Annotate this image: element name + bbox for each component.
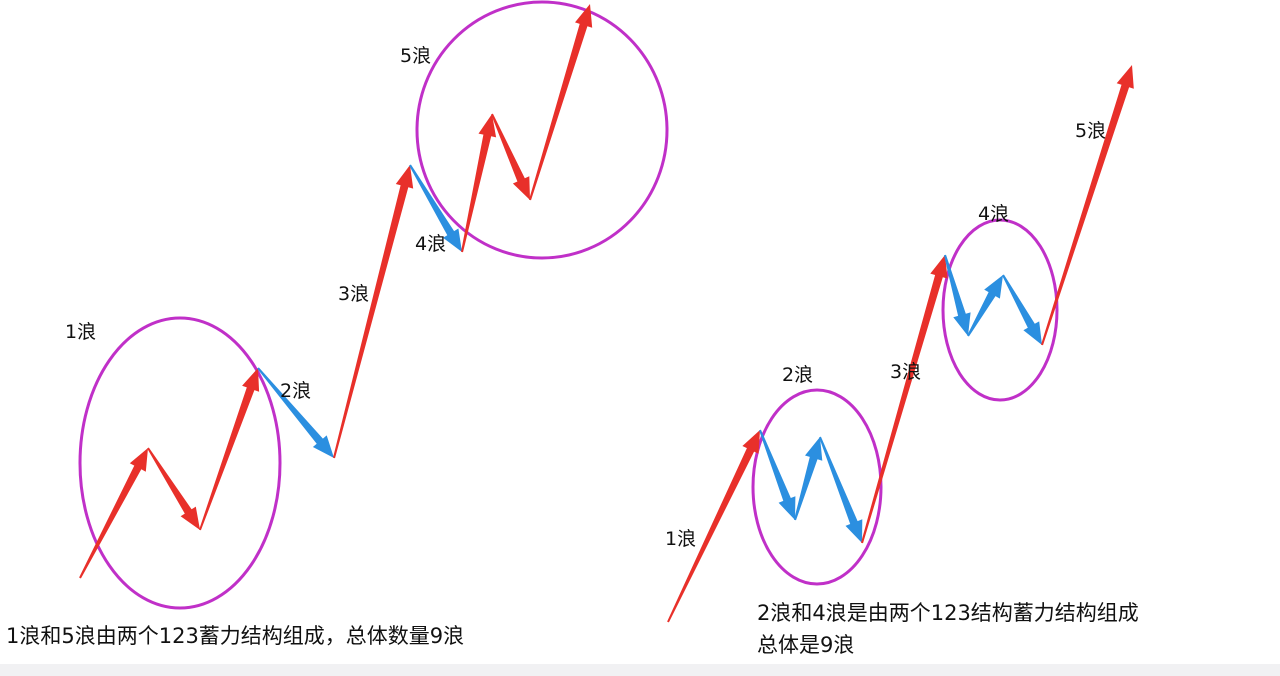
- bottom-strip: [0, 664, 1280, 676]
- right-wave-4-label: 4浪: [978, 203, 1010, 225]
- left-wave-4-label: 4浪: [415, 233, 447, 255]
- left-wave-arrow-1: [79, 448, 148, 579]
- right-wave-arrow-5: [861, 255, 948, 544]
- left-wave-arrow-6: [409, 164, 462, 252]
- right-wave-arrow-6: [944, 254, 971, 336]
- right-caption-line2: 总体是9浪: [757, 633, 855, 657]
- left-wave-arrow-4: [257, 367, 334, 458]
- right-wave-arrow-3: [794, 437, 823, 521]
- right-wave-5-label: 5浪: [1075, 120, 1107, 142]
- right-wave-4-circle: [941, 218, 1059, 402]
- right-wave-2-label: 2浪: [782, 364, 814, 386]
- left-wave-2-label: 2浪: [280, 380, 312, 402]
- right-wave-arrow-9: [1041, 65, 1134, 346]
- left-wave-1-circle: [78, 316, 282, 610]
- left-wave-5-label: 5浪: [400, 45, 432, 67]
- left-wave-1-label: 1浪: [65, 321, 97, 343]
- left-wave-3-label: 3浪: [338, 283, 370, 305]
- left-wave-arrow-8: [491, 113, 530, 200]
- left-wave-5-circle: [415, 0, 669, 260]
- right-wave-arrow-7: [967, 275, 1003, 337]
- right-wave-arrow-4: [819, 436, 863, 543]
- right-wave-arrow-8: [1002, 274, 1042, 345]
- left-wave-arrow-9: [529, 4, 593, 201]
- left-wave-arrow-3: [199, 368, 260, 531]
- left-wave-arrow-7: [461, 114, 497, 253]
- right-wave-2-circle: [751, 388, 883, 586]
- right-wave-1-label: 1浪: [665, 528, 697, 550]
- right-caption-line1: 2浪和4浪是由两个123结构蓄力结构组成: [757, 601, 1139, 625]
- left-caption: 1浪和5浪由两个123蓄力结构组成，总体数量9浪: [6, 624, 465, 648]
- right-wave-arrow-1: [667, 430, 760, 623]
- left-wave-arrow-2: [147, 447, 200, 530]
- right-wave-3-label: 3浪: [890, 361, 922, 383]
- left-wave-arrow-5: [333, 165, 414, 459]
- right-wave-arrow-2: [759, 429, 796, 520]
